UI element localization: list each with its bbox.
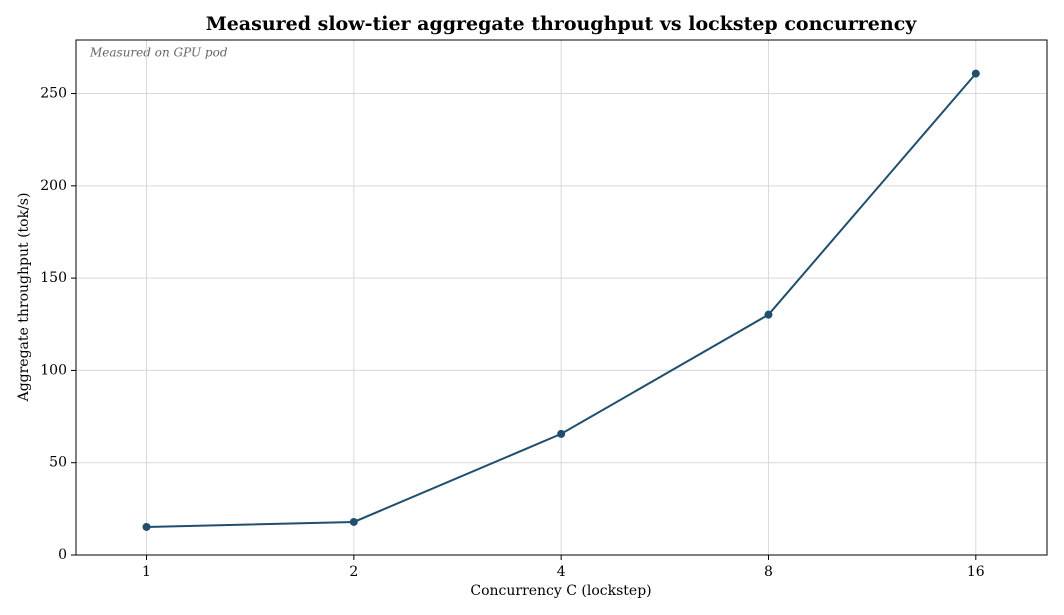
x-tick-label: 1 [142,564,151,580]
x-tick-label: 16 [967,564,985,580]
x-axis-label: Concurrency C (lockstep) [470,583,651,599]
annotation: Measured on GPU pod [89,46,228,60]
data-point [142,522,151,531]
y-tick-label: 250 [40,86,67,102]
y-tick-label: 200 [40,178,67,194]
plot-frame [75,39,1048,556]
y-tick-label: 50 [49,455,67,471]
y-tick-label: 0 [58,547,67,563]
x-tick-label: 8 [764,564,773,580]
data-point [349,517,358,526]
y-axis-label: Aggregate throughput (tok/s) [16,193,32,403]
data-point [971,69,980,78]
data-point [764,310,773,319]
chart-title: Measured slow-tier aggregate throughput … [206,13,918,35]
y-tick-label: 150 [40,270,67,286]
x-tick-label: 4 [557,564,566,580]
x-tick-label: 2 [349,564,358,580]
y-tick-label: 100 [40,362,67,378]
data-point [557,429,566,438]
